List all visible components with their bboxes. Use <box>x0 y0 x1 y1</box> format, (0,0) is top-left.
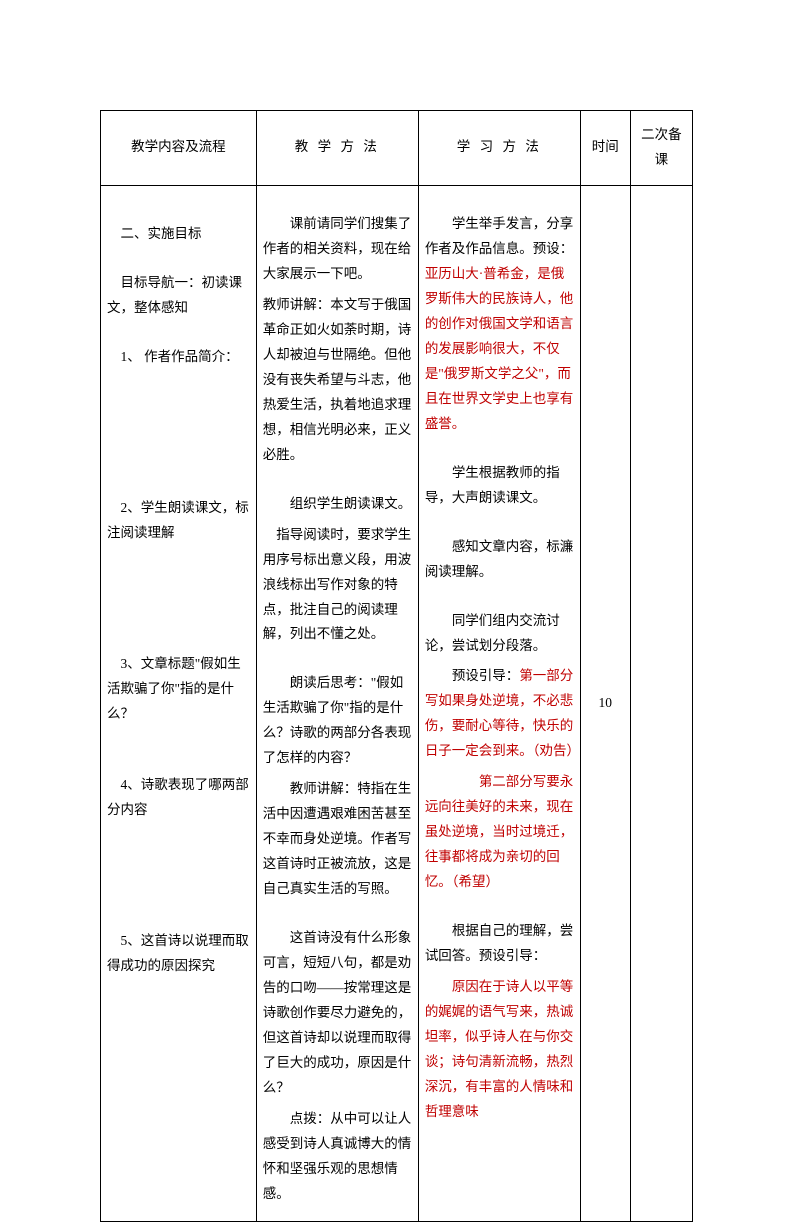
learning-p5-text: 预设引导： <box>452 668 520 683</box>
learning-p1-text: 学生举手发言，分享作者及作品信息。预设： <box>425 216 574 256</box>
learning-method-cell: 学生举手发言，分享作者及作品信息。预设： 亚历山大·普希金，是俄罗斯伟大的民族诗人… <box>418 185 580 1221</box>
learning-p6-red: 原因在于诗人以平等的娓娓的语气写来，热诚坦率，似乎诗人在与你交谈；诗句清新流畅，… <box>425 975 574 1125</box>
teaching-p3: 组织学生朗读课文。 <box>263 492 412 517</box>
header-notes: 二次备课 <box>630 111 692 186</box>
header-row: 教学内容及流程 教 学 方 法 学 习 方 法 时间 二次备课 <box>101 111 693 186</box>
teaching-p5: 朗读后思考："假如生活欺骗了你"指的是什么？诗歌的两部分各表现了怎样的内容？ <box>263 671 412 771</box>
notes-cell <box>630 185 692 1221</box>
learning-p2: 学生根据教师的指导，大声朗读课文。 <box>425 461 574 511</box>
teaching-p2: 教师讲解：本文写于俄国革命正如火如荼时期，诗人却被迫与世隔绝。但他没有丧失希望与… <box>263 293 412 468</box>
objective-heading: 目标导航一：初读课文，整体感知 <box>107 271 250 321</box>
item-4: 4、诗歌表现了哪两部分内容 <box>107 773 250 823</box>
teaching-method-cell: 课前请同学们搜集了作者的相关资料，现在给大家展示一下吧。 教师讲解：本文写于俄国… <box>256 185 418 1221</box>
header-time: 时间 <box>580 111 630 186</box>
learning-p6: 根据自己的理解，尝试回答。预设引导： <box>425 919 574 969</box>
learning-p5: 预设引导：第一部分写如果身处逆境，不必悲伤，要耐心等待，快乐的日子一定会到来。（… <box>425 664 574 764</box>
item-5: 5、这首诗以说理而取得成功的原因探究 <box>107 929 250 979</box>
header-content: 教学内容及流程 <box>101 111 257 186</box>
item-3: 3、文章标题"假如生活欺骗了你"指的是什么？ <box>107 652 250 727</box>
lesson-plan-table: 教学内容及流程 教 学 方 法 学 习 方 法 时间 二次备课 二、实施目标 目… <box>100 110 693 1222</box>
teaching-p6: 教师讲解：特指在生活中因遭遇艰难困苦甚至不幸而身处逆境。作者写这首诗时正被流放，… <box>263 777 412 902</box>
header-learning: 学 习 方 法 <box>418 111 580 186</box>
item-1: 1、 作者作品简介： <box>107 345 250 370</box>
teaching-p1: 课前请同学们搜集了作者的相关资料，现在给大家展示一下吧。 <box>263 212 412 287</box>
learning-p1-red: 亚历山大·普希金，是俄罗斯伟大的民族诗人，他的创作对俄国文学和语言的发展影响很大… <box>425 266 574 431</box>
learning-p6-text: 根据自己的理解，尝试回答。预设引导： <box>425 923 574 963</box>
content-row: 二、实施目标 目标导航一：初读课文，整体感知 1、 作者作品简介： 2、学生朗读… <box>101 185 693 1221</box>
teaching-p7: 这首诗没有什么形象可言，短短八句，都是劝告的口吻——按常理这是诗歌创作要尽力避免… <box>263 926 412 1101</box>
teaching-content-cell: 二、实施目标 目标导航一：初读课文，整体感知 1、 作者作品简介： 2、学生朗读… <box>101 185 257 1221</box>
section-heading: 二、实施目标 <box>107 222 250 247</box>
item-2: 2、学生朗读课文，标注阅读理解 <box>107 496 250 546</box>
header-teaching: 教 学 方 法 <box>256 111 418 186</box>
learning-p4: 同学们组内交流讨论，尝试划分段落。 <box>425 609 574 659</box>
learning-p5-red2: 第二部分写要永远向往美好的未来，现在虽处逆境，当时过境迁，往事都将成为亲切的回忆… <box>425 770 574 895</box>
learning-p3: 感知文章内容，标濂阅读理解。 <box>425 535 574 585</box>
time-cell: 10 <box>580 185 630 1221</box>
learning-p1: 学生举手发言，分享作者及作品信息。预设： 亚历山大·普希金，是俄罗斯伟大的民族诗人… <box>425 212 574 437</box>
teaching-p4: 指导阅读时，要求学生用序号标出意义段，用波浪线标出写作对象的特点，批注自己的阅读… <box>263 523 412 648</box>
